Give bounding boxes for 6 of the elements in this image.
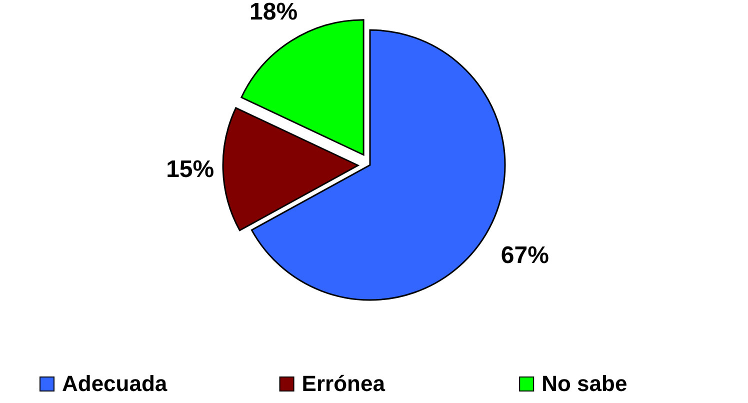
- data-label: 18%: [250, 0, 298, 26]
- legend-label: No sabe: [542, 370, 628, 396]
- data-label: 67%: [500, 242, 549, 269]
- legend-label: Adecuada: [62, 370, 168, 396]
- legend-label: Errónea: [302, 370, 386, 396]
- data-label: 15%: [166, 156, 214, 183]
